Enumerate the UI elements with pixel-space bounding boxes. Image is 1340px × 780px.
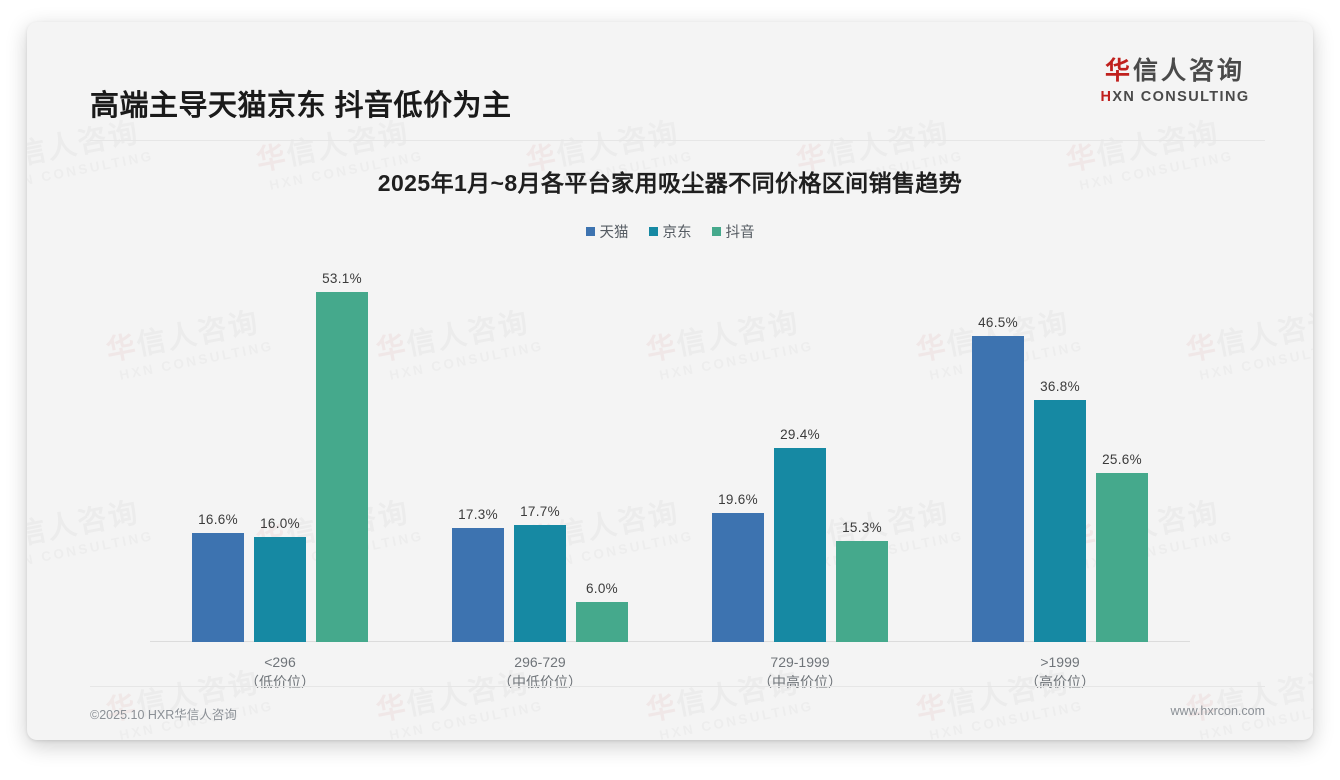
footer-website[interactable]: www.hxrcon.com	[1170, 704, 1265, 718]
category-range: <296	[264, 654, 296, 670]
bar-rect[interactable]	[1034, 399, 1086, 642]
legend-swatch-icon	[585, 227, 595, 236]
bar-rect[interactable]	[774, 448, 826, 642]
bar-rect[interactable]	[192, 532, 244, 642]
legend-item-抖音[interactable]: 抖音	[711, 221, 755, 242]
logo-cn-rest: 信人咨询	[1133, 57, 1246, 85]
bar-rect[interactable]	[514, 525, 566, 642]
slide-footer: ©2025.10 HXR华信人咨询 www.hxrcon.com	[27, 686, 1313, 740]
logo-english-text: HXN CONSULTING	[1085, 89, 1265, 105]
bar-value-label: 46.5%	[978, 314, 1018, 330]
category-range: 729-1999	[770, 654, 830, 670]
logo-cn-red: 华	[1104, 57, 1133, 85]
logo-en-rest: XN CONSULTING	[1112, 88, 1250, 105]
axis-baseline	[150, 641, 1190, 642]
bar-value-label: 36.8%	[1040, 378, 1080, 394]
bar-item[interactable]: 17.7%	[514, 260, 566, 642]
slide-header: 高端主导天猫京东 抖音低价为主 华信人咨询 HXN CONSULTING	[27, 22, 1313, 142]
legend-label: 天猫	[599, 225, 629, 241]
bar-value-label: 25.6%	[1102, 452, 1142, 468]
bar-rect[interactable]	[972, 335, 1024, 642]
bar-item[interactable]: 16.0%	[254, 260, 306, 642]
bar-item[interactable]: 25.6%	[1096, 260, 1148, 642]
bar-rect[interactable]	[836, 541, 888, 642]
chart-legend: 天猫 京东 抖音	[27, 221, 1313, 242]
legend-item-天猫[interactable]: 天猫	[585, 221, 629, 242]
logo-en-red: H	[1100, 88, 1113, 105]
bar-value-label: 16.6%	[198, 511, 238, 527]
bar-rect[interactable]	[254, 536, 306, 642]
bar-group: 17.3% 17.7% 6.0%	[452, 260, 628, 642]
page-title: 高端主导天猫京东 抖音低价为主	[90, 90, 512, 122]
bar-chart-plot: 16.6% 16.0% 53.1% <296 （低价位） 17.3% 17.7% 6.0% 29…	[150, 260, 1190, 690]
bar-rect[interactable]	[1096, 473, 1148, 642]
bar-group: 19.6% 29.4% 15.3%	[712, 260, 888, 642]
category-range: 296-729	[514, 654, 566, 670]
bar-rect[interactable]	[576, 602, 628, 642]
legend-item-京东[interactable]: 京东	[648, 221, 692, 242]
bar-value-label: 29.4%	[780, 427, 820, 443]
bar-value-label: 6.0%	[586, 581, 618, 597]
legend-label: 京东	[662, 225, 692, 241]
bar-value-label: 17.3%	[458, 507, 498, 523]
bar-item[interactable]: 15.3%	[836, 260, 888, 642]
bar-item[interactable]: 16.6%	[192, 260, 244, 642]
bar-value-label: 19.6%	[718, 491, 758, 507]
bar-item[interactable]: 6.0%	[576, 260, 628, 642]
chart-block: 2025年1月~8月各平台家用吸尘器不同价格区间销售趋势 天猫 京东 抖音 16.6…	[27, 142, 1313, 690]
bar-value-label: 17.7%	[520, 504, 560, 520]
bar-value-label: 53.1%	[322, 271, 362, 287]
legend-label: 抖音	[725, 225, 755, 241]
bar-item[interactable]: 36.8%	[1034, 260, 1086, 642]
slide-card: 华信人咨询 HXN CONSULTING 华信人咨询 HXN CONSULTING华信…	[27, 22, 1313, 740]
bar-item[interactable]: 29.4%	[774, 260, 826, 642]
bar-value-label: 16.0%	[260, 515, 300, 531]
bar-group: 16.6% 16.0% 53.1%	[192, 260, 368, 642]
logo-chinese-text: 华信人咨询	[1085, 57, 1265, 86]
legend-swatch-icon	[711, 227, 721, 236]
logo: 华信人咨询 HXN CONSULTING	[1085, 57, 1265, 105]
chart-title: 2025年1月~8月各平台家用吸尘器不同价格区间销售趋势	[377, 170, 963, 196]
category-range: >1999	[1040, 654, 1080, 670]
bar-value-label: 15.3%	[842, 520, 882, 536]
legend-swatch-icon	[648, 227, 658, 236]
bar-item[interactable]: 19.6%	[712, 260, 764, 642]
footer-copyright: ©2025.10 HXR华信人咨询	[90, 708, 237, 722]
bar-item[interactable]: 17.3%	[452, 260, 504, 642]
footer-divider	[90, 686, 1265, 687]
header-divider	[90, 140, 1265, 141]
bar-rect[interactable]	[316, 292, 368, 642]
bar-item[interactable]: 46.5%	[972, 260, 1024, 642]
bar-group: 46.5% 36.8% 25.6%	[972, 260, 1148, 642]
bar-item[interactable]: 53.1%	[316, 260, 368, 642]
bar-rect[interactable]	[452, 528, 504, 642]
bar-rect[interactable]	[712, 512, 764, 642]
